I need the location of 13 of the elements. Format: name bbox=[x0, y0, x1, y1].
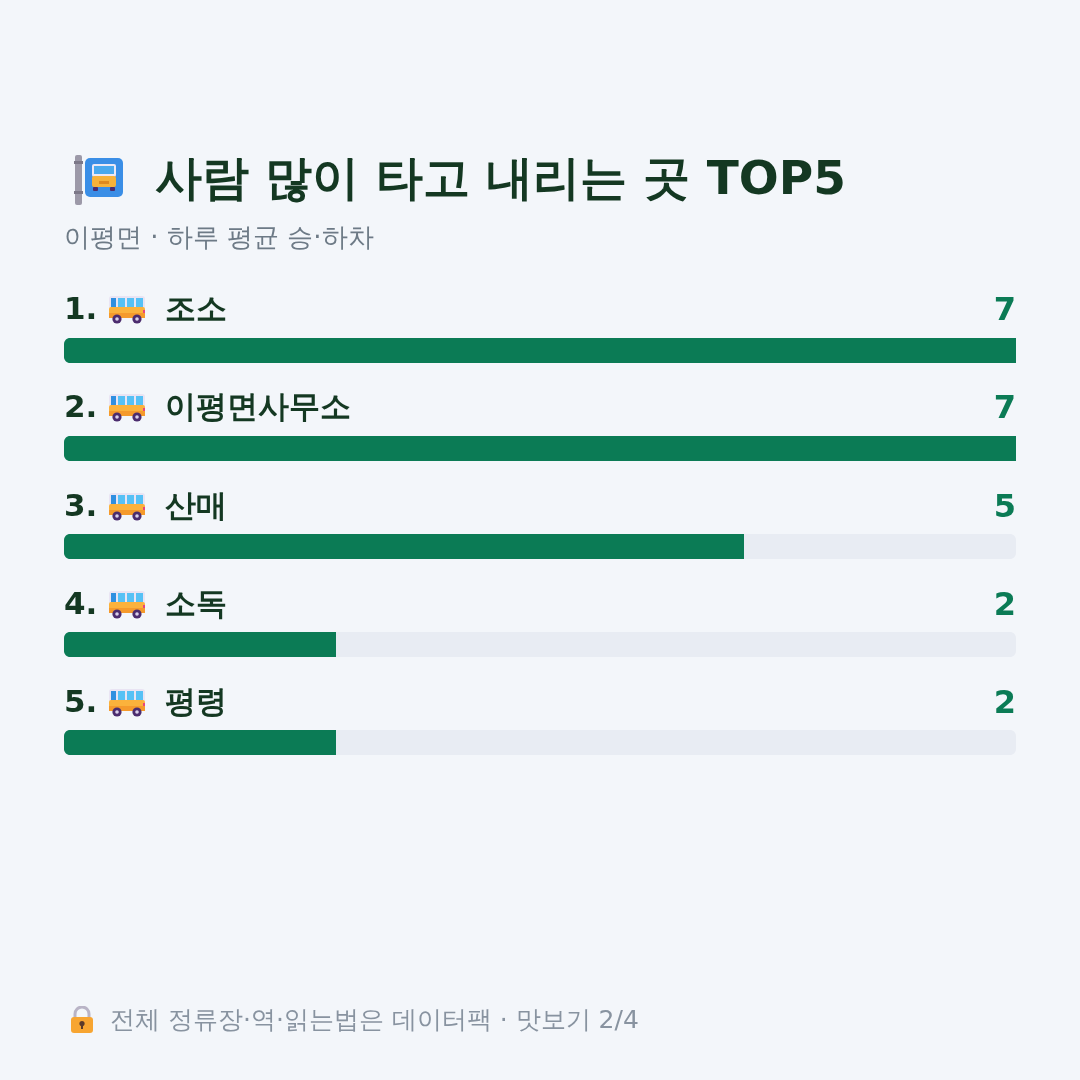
data-label: 5 bbox=[993, 486, 1016, 525]
category-label: 3. 산매 bbox=[64, 486, 227, 523]
chart-subtitle: 이평면 · 하루 평균 승·하차 bbox=[64, 222, 374, 252]
category-label: 4. 소독 bbox=[64, 584, 227, 621]
chart-title: 사람 많이 타고 내리는 곳 TOP5 bbox=[155, 150, 846, 205]
data-label: 2 bbox=[993, 584, 1016, 623]
text: 전체 정류장·역·읽는법은 데이터팩 · 맛보기 2/4 bbox=[110, 1005, 639, 1034]
data-label: 2 bbox=[993, 682, 1016, 721]
category-label: 2. 이평면사무소 bbox=[64, 388, 351, 425]
category-label: 5. 평령 bbox=[64, 682, 227, 719]
category-label: 1. 조소 bbox=[64, 290, 227, 327]
data-label: 7 bbox=[993, 290, 1016, 329]
data-label: 7 bbox=[993, 388, 1016, 427]
